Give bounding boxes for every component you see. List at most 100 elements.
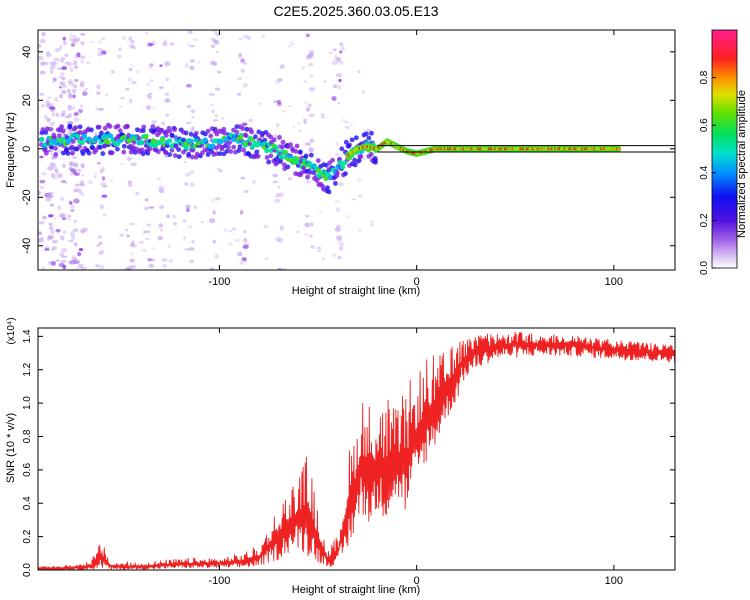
spectrogram-ridge-cell	[202, 137, 208, 143]
spectrogram-noise-cell	[97, 47, 103, 52]
spectrogram-noise-cell	[102, 184, 108, 188]
spectrogram-ridge-cell	[65, 150, 71, 156]
spectrogram-noise-cell	[189, 59, 195, 63]
spectrogram-noise-cell	[118, 105, 123, 109]
spectrogram-noise-cell	[99, 204, 104, 210]
snr-y-tick-label: 1.4	[22, 329, 33, 343]
spectrogram-noise-cell	[102, 213, 107, 217]
spectrogram-noise-cell	[189, 259, 195, 264]
spectrogram-noise-cell	[51, 247, 56, 252]
spectrogram-ridge-cell	[88, 127, 94, 133]
spectrogram-noise-cell	[54, 47, 61, 53]
spectrogram-noise-cell	[139, 241, 144, 244]
spectrogram-ridge-cell	[143, 134, 149, 140]
spectrogram-ridge-cell	[277, 135, 282, 140]
spectrogram-noise-cell	[240, 176, 245, 180]
spectrogram-noise-cell	[126, 156, 132, 162]
spectrogram-ridge-cell	[323, 176, 329, 182]
spectrogram-ridge-cell	[140, 128, 146, 134]
spectrogram-noise-cell	[59, 59, 65, 63]
spectrogram-ridge-cell	[43, 130, 49, 135]
spectrogram-ridge-cell	[77, 129, 83, 135]
snr-y-tick-label: 0.0	[22, 563, 33, 577]
spectrogram-noise-cell	[281, 110, 286, 113]
spectrogram-ridge-cell	[617, 147, 621, 151]
spectrogram-ridge-cell	[56, 133, 62, 139]
spectrogram-noise-cell	[82, 227, 89, 233]
spectrogram-noise-cell	[169, 41, 175, 46]
spectrogram-ridge-cell	[155, 149, 161, 155]
spectrogram-noise-cell	[67, 113, 73, 117]
spectrogram-noise-cell	[127, 180, 133, 185]
spectrogram-ridge-cell	[140, 151, 146, 157]
spectrogram-noise-cell	[80, 228, 86, 234]
spectrogram-noise-cell	[70, 43, 75, 47]
snr-x-tick-label: -100	[208, 575, 230, 587]
spectrogram-noise-cell	[62, 36, 67, 41]
spectrogram-noise-cell	[53, 57, 60, 62]
spectrogram-ridge-cell	[109, 150, 115, 156]
spectrogram-noise-cell	[124, 228, 129, 232]
spectrogram-noise-cell	[68, 92, 73, 98]
spectrogram-ridge-cell	[163, 133, 169, 138]
spectrogram-frame	[37, 29, 676, 271]
spectrogram-noise-cell	[72, 34, 76, 38]
spectrogram-noise-cell	[172, 221, 178, 226]
spectrogram-noise-cell	[275, 193, 279, 198]
spectrogram-noise-cell	[277, 267, 282, 270]
spectrogram-noise-cell	[63, 41, 67, 45]
spectrogram-noise-cell	[148, 43, 154, 46]
spectrogram-noise-cell	[130, 39, 135, 43]
spectrogram-ridge-cell	[183, 145, 189, 151]
spectrogram-noise-cell	[277, 192, 284, 198]
spectrogram-noise-cell	[161, 258, 168, 262]
spectrogram-ridge-cell	[90, 145, 95, 151]
spectrogram-ridge-cell	[173, 143, 179, 149]
spectrogram-noise-cell	[57, 205, 61, 211]
spectrogram-noise-cell	[62, 84, 67, 88]
spectrogram-noise-cell	[184, 248, 191, 251]
spectrogram-y-label: Frequency (Hz)	[5, 112, 17, 188]
spectrogram-noise-cell	[335, 73, 342, 78]
spectrogram-noise-cell	[80, 174, 85, 177]
spectrogram-ridge-cell	[228, 149, 234, 154]
spectrogram-noise-cell	[214, 254, 219, 260]
spectrogram-y-tick-label: 0	[21, 146, 33, 152]
spectrogram-ridge-cell	[186, 151, 192, 157]
spectrogram-noise-cell	[129, 64, 134, 67]
spectrogram-noise-cell	[52, 239, 58, 244]
spectrogram-ridge-cell	[308, 152, 314, 158]
spectrogram-noise-cell	[73, 219, 77, 224]
spectrogram-noise-cell	[278, 237, 284, 243]
spectrogram-noise-cell	[335, 141, 339, 146]
spectrogram-noise-cell	[75, 183, 79, 187]
spectrogram-noise-cell	[50, 68, 54, 74]
spectrogram-noise-cell	[46, 51, 50, 55]
spectrogram-noise-cell	[146, 223, 152, 227]
spectrogram-ridge-cell	[77, 124, 83, 130]
spectrogram-noise-cell	[168, 259, 173, 264]
spectrogram-y-tick-label: 40	[21, 46, 33, 58]
spectrogram-noise-cell	[236, 76, 243, 81]
spectrogram-noise-cell	[41, 266, 46, 270]
spectrogram-ridge-cell	[316, 168, 322, 174]
spectrogram-noise-cell	[52, 77, 57, 82]
spectrogram-ridge-cell	[39, 136, 45, 142]
spectrogram-noise-cell	[68, 200, 73, 205]
spectrogram-noise-cell	[185, 204, 190, 208]
spectrogram-ridge-cell	[105, 140, 111, 145]
spectrogram-noise-cell	[188, 203, 191, 207]
spectrogram-ridge-cell	[43, 150, 49, 156]
spectrogram-noise-cell	[136, 69, 141, 74]
colorbar-gradient	[711, 29, 738, 269]
spectrogram-ridge-cell	[117, 128, 123, 134]
spectrogram-noise-cell	[144, 230, 151, 234]
spectrogram-ridge-cell	[240, 126, 246, 131]
spectrogram-noise-cell	[125, 87, 130, 91]
spectrogram-noise-cell	[214, 31, 220, 36]
spectrogram-noise-cell	[89, 40, 94, 44]
spectrogram-noise-cell	[304, 222, 311, 228]
spectrogram-noise-cell	[77, 251, 82, 257]
spectrogram-noise-cell	[151, 119, 157, 125]
